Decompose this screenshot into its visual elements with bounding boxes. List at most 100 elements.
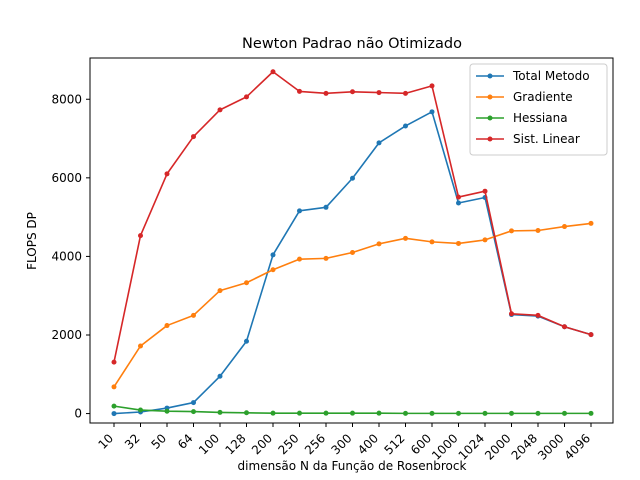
data-point — [217, 409, 223, 415]
data-point — [138, 233, 143, 239]
data-point — [244, 280, 249, 286]
y-tick-label: 6000 — [51, 171, 82, 185]
x-tick-label: 64 — [175, 431, 196, 452]
data-point — [535, 227, 541, 233]
data-point — [297, 256, 302, 262]
data-point — [297, 410, 302, 416]
data-point — [270, 267, 276, 273]
y-axis: 0 2000 4000 6000 8000 — [51, 92, 90, 421]
x-tick-label: 250 — [276, 431, 302, 457]
data-point — [376, 90, 382, 96]
data-point — [456, 200, 461, 206]
y-tick-label: 4000 — [51, 249, 82, 263]
data-point — [376, 140, 382, 146]
data-point — [138, 407, 143, 413]
data-point — [456, 194, 461, 200]
data-point — [562, 224, 567, 230]
legend-entry: Gradiente — [513, 90, 573, 104]
data-point — [217, 288, 223, 294]
x-tick-label: 2048 — [509, 431, 540, 462]
x-tick-label: 10 — [95, 431, 116, 452]
data-point — [111, 384, 117, 390]
y-tick-label: 8000 — [51, 92, 82, 106]
data-point — [164, 408, 170, 414]
series-line-gradiente — [113, 222, 592, 388]
data-point — [164, 323, 170, 329]
data-point — [509, 228, 514, 234]
data-point — [350, 175, 355, 181]
legend-marker — [487, 94, 493, 100]
x-tick-label: 4096 — [562, 431, 593, 462]
chart-title: Newton Padrao não Otimizado — [242, 36, 462, 52]
x-tick-label: 50 — [148, 431, 169, 452]
x-tick-label: 3000 — [535, 431, 566, 462]
data-point — [323, 204, 329, 210]
data-point — [297, 208, 302, 214]
y-tick-label: 0 — [74, 407, 82, 421]
data-point — [350, 249, 355, 255]
x-axis: 10 32 50 64 100 128 200 250 256 300 400 512 60010001… — [95, 423, 593, 463]
data-point — [482, 410, 488, 416]
legend: Total Metodo Gradiente Hessiana Sist. Linea… — [469, 63, 608, 156]
data-point — [270, 252, 276, 258]
data-point — [191, 312, 196, 318]
data-point — [191, 400, 196, 406]
plot-lines — [111, 69, 594, 417]
data-point — [350, 89, 355, 95]
legend-entry: Total Metodo — [512, 69, 590, 83]
data-point — [588, 220, 594, 226]
series-line-total-metodo — [113, 111, 592, 415]
data-point — [111, 411, 117, 417]
data-point — [588, 332, 594, 338]
data-point — [429, 410, 435, 416]
data-point — [403, 235, 408, 241]
data-point — [535, 312, 541, 318]
data-point — [562, 410, 567, 416]
data-point — [509, 410, 514, 416]
data-point — [111, 403, 117, 409]
data-point — [217, 373, 223, 379]
legend-box — [469, 63, 608, 156]
data-point — [244, 338, 249, 344]
x-tick-label: 512 — [382, 431, 408, 457]
data-point — [403, 123, 408, 129]
x-tick-label: 400 — [355, 431, 381, 457]
data-point — [482, 237, 488, 243]
x-axis-label: dimensão N da Função de Rosenbrock — [238, 459, 467, 473]
data-point — [429, 239, 435, 245]
plot-frame — [89, 57, 614, 424]
data-point — [403, 90, 408, 96]
data-point — [244, 410, 249, 416]
data-point — [217, 107, 223, 113]
data-point — [244, 94, 249, 100]
data-point — [535, 410, 541, 416]
data-point — [509, 311, 514, 317]
data-point — [323, 410, 329, 416]
data-point — [350, 410, 355, 416]
legend-marker — [487, 136, 493, 142]
data-point — [429, 109, 435, 115]
x-tick-label: 100 — [196, 431, 222, 457]
data-point — [588, 410, 594, 416]
x-tick-label: 256 — [302, 431, 328, 457]
y-axis-label: FLOPS DP — [25, 212, 39, 270]
data-point — [111, 359, 117, 365]
legend-marker — [487, 115, 493, 121]
x-tick-label: 32 — [122, 431, 143, 452]
data-point — [323, 90, 329, 96]
legend-entry: Hessiana — [513, 111, 568, 125]
x-tick-label: 128 — [223, 431, 249, 457]
x-tick-label: 1000 — [429, 431, 460, 462]
data-point — [191, 409, 196, 415]
legend-marker — [487, 73, 493, 79]
data-point — [376, 241, 382, 247]
data-point — [270, 410, 276, 416]
data-point — [482, 188, 488, 194]
legend-entry: Sist. Linear — [513, 132, 580, 146]
data-point — [323, 255, 329, 261]
y-tick-label: 2000 — [51, 328, 82, 342]
data-point — [456, 410, 461, 416]
data-point — [456, 240, 461, 246]
data-point — [138, 343, 143, 349]
